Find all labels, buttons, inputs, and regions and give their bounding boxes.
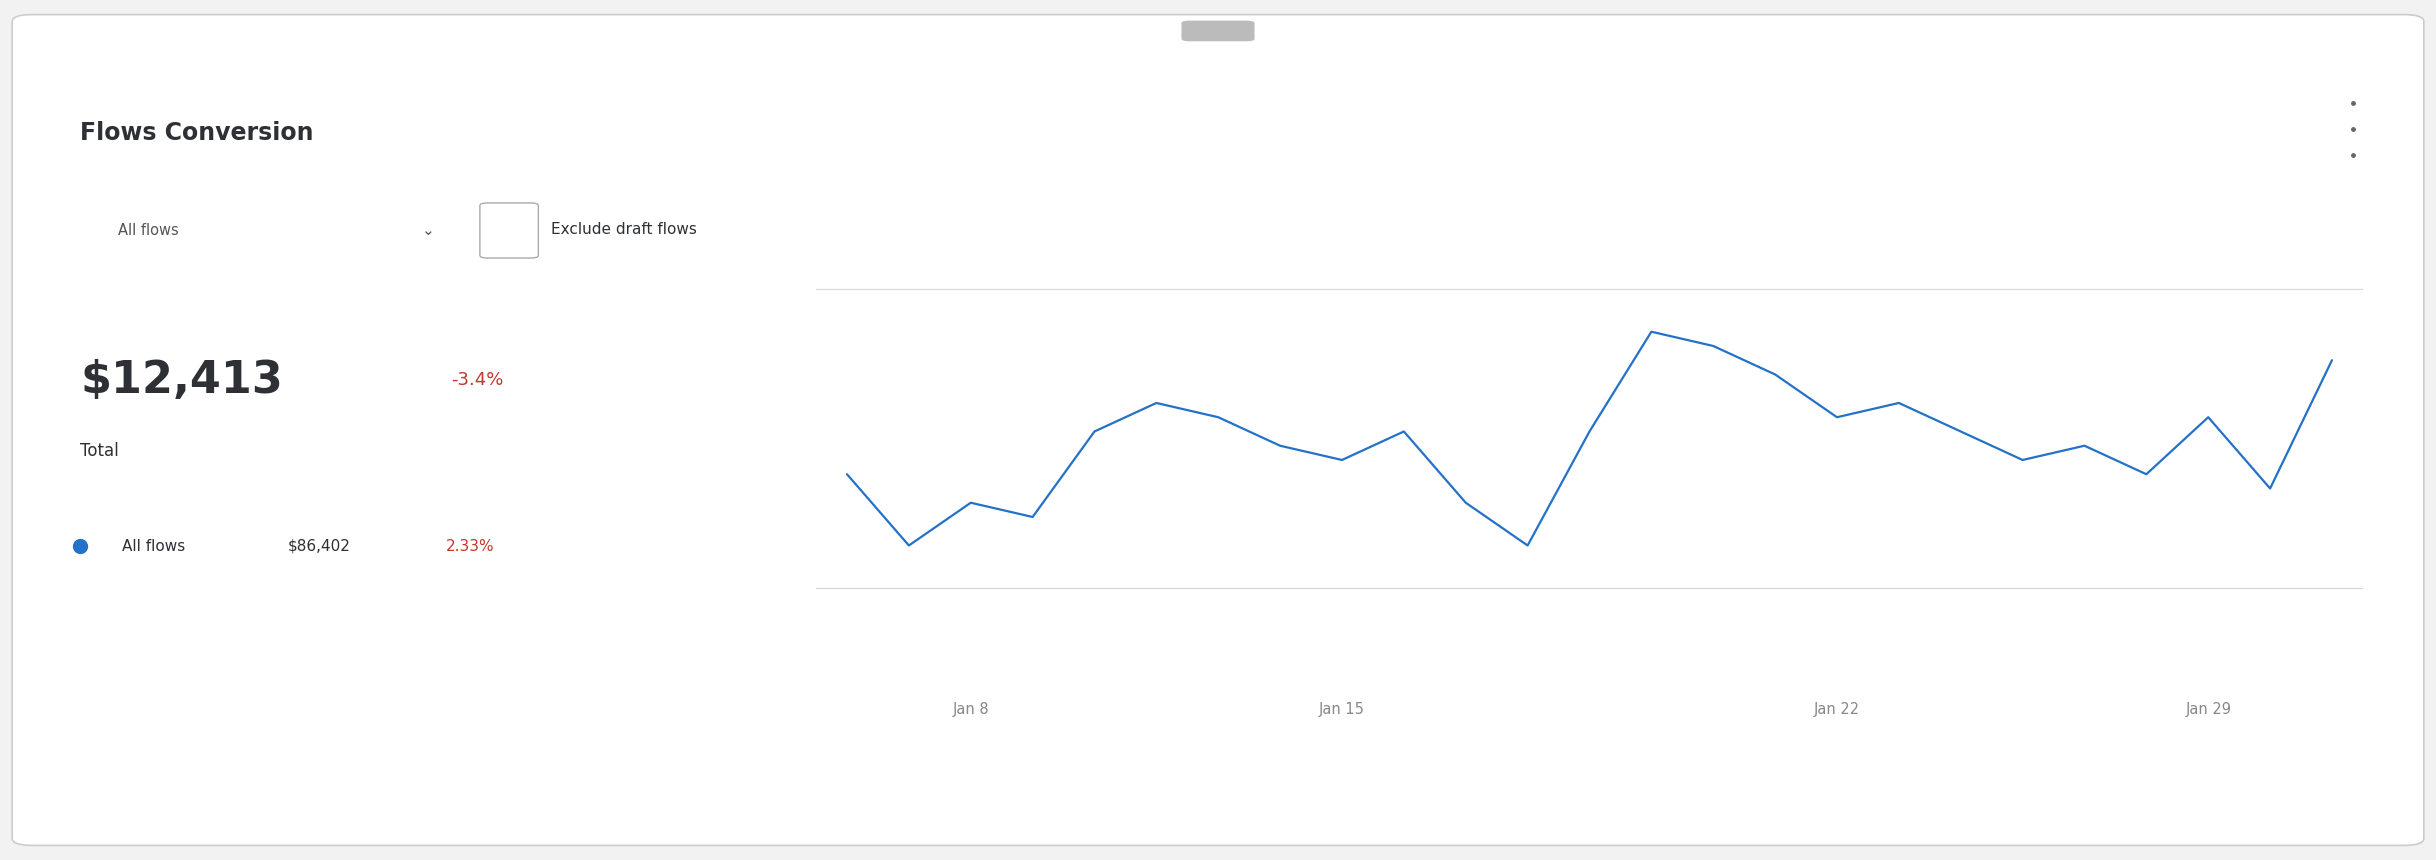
Text: -3.4%: -3.4% (451, 372, 504, 389)
Text: 2.33%: 2.33% (446, 538, 495, 554)
Text: Flows Conversion: Flows Conversion (80, 121, 314, 145)
Text: ⌄: ⌄ (421, 223, 434, 237)
Text: All flows: All flows (122, 538, 185, 554)
FancyBboxPatch shape (12, 15, 2424, 845)
FancyBboxPatch shape (58, 184, 480, 276)
FancyBboxPatch shape (1181, 21, 1255, 41)
Text: Total: Total (80, 443, 119, 460)
FancyBboxPatch shape (480, 203, 538, 258)
Text: $86,402: $86,402 (287, 538, 351, 554)
Text: Exclude draft flows: Exclude draft flows (551, 222, 697, 237)
Text: All flows: All flows (117, 223, 178, 237)
Text: $12,413: $12,413 (80, 359, 283, 402)
